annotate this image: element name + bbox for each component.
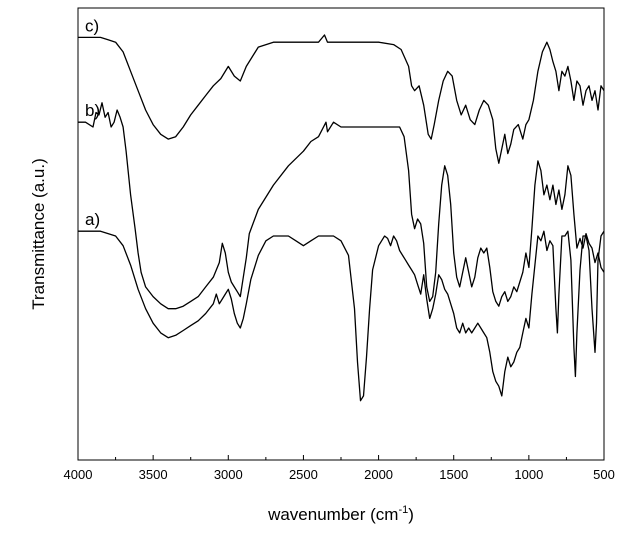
x-tick-label: 4000	[64, 467, 93, 482]
x-axis-label-main: wavenumber (cm	[267, 505, 398, 524]
x-tick-label: 3000	[214, 467, 243, 482]
series-line-b	[78, 102, 605, 310]
series-label-b: b)	[85, 101, 100, 120]
plot-frame	[77, 7, 605, 461]
x-tick-label: 3500	[139, 467, 168, 482]
x-axis-label: wavenumber (cm-1)	[267, 504, 414, 524]
series-line-c	[78, 34, 605, 164]
x-tick-label: 500	[593, 467, 615, 482]
series-line-a	[78, 230, 605, 402]
series-label-c: c)	[85, 16, 99, 35]
x-tick-label: 1000	[514, 467, 543, 482]
series-label-a: a)	[85, 210, 100, 229]
x-axis-label-sup: -1	[398, 504, 408, 516]
x-tick-label: 1500	[439, 467, 468, 482]
x-axis-ticks: 4000 3500 3000 2500 2000 1500 1000 500	[64, 455, 615, 482]
x-axis-label-close: )	[408, 505, 414, 524]
x-tick-label: 2500	[289, 467, 318, 482]
y-axis-label: Transmittance (a.u.)	[29, 158, 48, 309]
series-layer: c) b) a)	[78, 16, 605, 402]
x-tick-label: 2000	[364, 467, 393, 482]
